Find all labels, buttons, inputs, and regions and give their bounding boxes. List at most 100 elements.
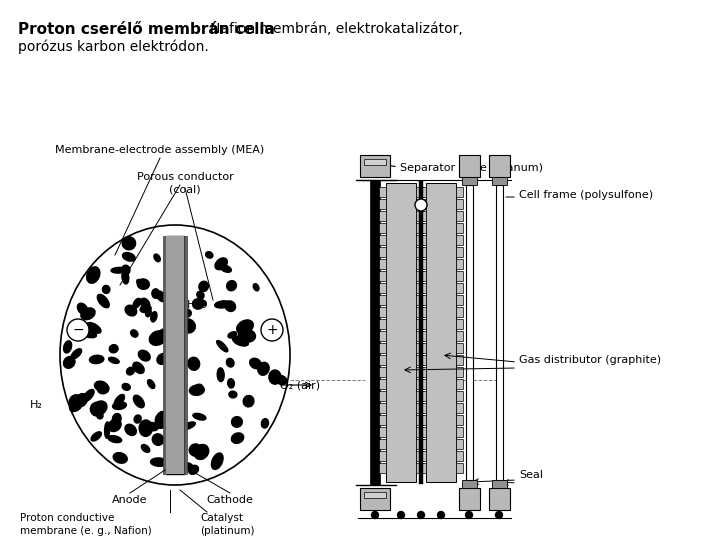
Bar (456, 247, 463, 257)
Ellipse shape (97, 384, 109, 394)
Ellipse shape (104, 422, 109, 438)
Bar (166, 236, 184, 474)
Circle shape (397, 511, 405, 518)
Text: : Nafion membrán, elektrokatalizátor,: : Nafion membrán, elektrokatalizátor, (202, 22, 463, 36)
Ellipse shape (220, 265, 231, 272)
Ellipse shape (145, 309, 151, 317)
Bar (379, 307, 386, 317)
Ellipse shape (238, 324, 251, 335)
Bar (456, 331, 463, 341)
Text: Cathode: Cathode (207, 495, 253, 505)
Bar (379, 211, 386, 221)
Bar (370, 180, 380, 485)
Bar (459, 488, 480, 510)
Ellipse shape (217, 341, 228, 352)
Bar (419, 181, 423, 484)
Circle shape (466, 511, 472, 518)
Ellipse shape (272, 322, 279, 335)
Ellipse shape (91, 432, 102, 441)
Bar (416, 463, 423, 473)
Ellipse shape (139, 420, 153, 436)
Ellipse shape (114, 394, 125, 406)
Bar (416, 439, 423, 449)
Ellipse shape (112, 414, 121, 424)
Text: O₂ (air): O₂ (air) (280, 380, 320, 390)
Circle shape (261, 319, 283, 341)
Bar (489, 488, 510, 510)
Bar (379, 451, 386, 461)
Bar (419, 427, 426, 437)
Ellipse shape (150, 312, 157, 322)
Bar (419, 391, 426, 401)
Ellipse shape (253, 284, 259, 291)
Ellipse shape (232, 417, 242, 427)
Bar (416, 379, 423, 389)
Ellipse shape (140, 305, 151, 313)
Ellipse shape (198, 300, 206, 306)
Text: Separator plate (titanum): Separator plate (titanum) (400, 163, 543, 173)
Bar (419, 367, 426, 377)
Ellipse shape (227, 281, 236, 291)
Bar (416, 223, 423, 233)
Text: Membrane-electrode assembly (MEA): Membrane-electrode assembly (MEA) (55, 145, 265, 155)
Bar (419, 355, 426, 365)
Ellipse shape (183, 422, 195, 429)
Bar (379, 271, 386, 281)
Circle shape (415, 199, 427, 211)
Bar (416, 391, 423, 401)
Bar (419, 235, 426, 245)
Bar (419, 295, 426, 305)
Bar (419, 415, 426, 425)
Text: Gas distributor (graphite): Gas distributor (graphite) (519, 355, 661, 365)
Bar (419, 223, 426, 233)
Bar (416, 343, 423, 353)
Bar (416, 307, 423, 317)
Bar (419, 439, 426, 449)
Bar (416, 427, 423, 437)
Bar (456, 463, 463, 473)
Text: −: − (72, 323, 84, 337)
Bar (419, 283, 426, 293)
Ellipse shape (157, 353, 168, 365)
Bar (379, 367, 386, 377)
Ellipse shape (63, 356, 75, 368)
Bar (386, 183, 416, 482)
Ellipse shape (192, 299, 203, 309)
Bar (416, 295, 423, 305)
Ellipse shape (237, 320, 253, 334)
Bar (416, 355, 423, 365)
Ellipse shape (77, 303, 88, 314)
Bar (456, 307, 463, 317)
Bar (379, 199, 386, 209)
Ellipse shape (189, 385, 204, 395)
Bar (456, 343, 463, 353)
Bar (419, 451, 426, 461)
Bar (379, 259, 386, 269)
Bar (456, 187, 463, 197)
Ellipse shape (194, 444, 209, 460)
Bar (364, 159, 386, 165)
Ellipse shape (261, 418, 269, 428)
Bar (379, 343, 386, 353)
Ellipse shape (199, 281, 208, 292)
Bar (379, 235, 386, 245)
Bar (456, 403, 463, 413)
Bar (459, 155, 480, 177)
Bar (416, 367, 423, 377)
Bar (419, 187, 426, 197)
Bar (416, 271, 423, 281)
Ellipse shape (233, 336, 248, 346)
Ellipse shape (243, 395, 254, 407)
Ellipse shape (112, 402, 127, 409)
Ellipse shape (133, 395, 144, 408)
Ellipse shape (71, 349, 81, 359)
Ellipse shape (215, 301, 231, 308)
Text: porózus karbon elektródon.: porózus karbon elektródon. (18, 40, 209, 55)
Bar (379, 331, 386, 341)
Bar (456, 223, 463, 233)
Bar (456, 319, 463, 329)
Text: Porous conductor: Porous conductor (137, 172, 233, 182)
Ellipse shape (102, 286, 110, 293)
Bar (379, 247, 386, 257)
Ellipse shape (69, 395, 83, 408)
